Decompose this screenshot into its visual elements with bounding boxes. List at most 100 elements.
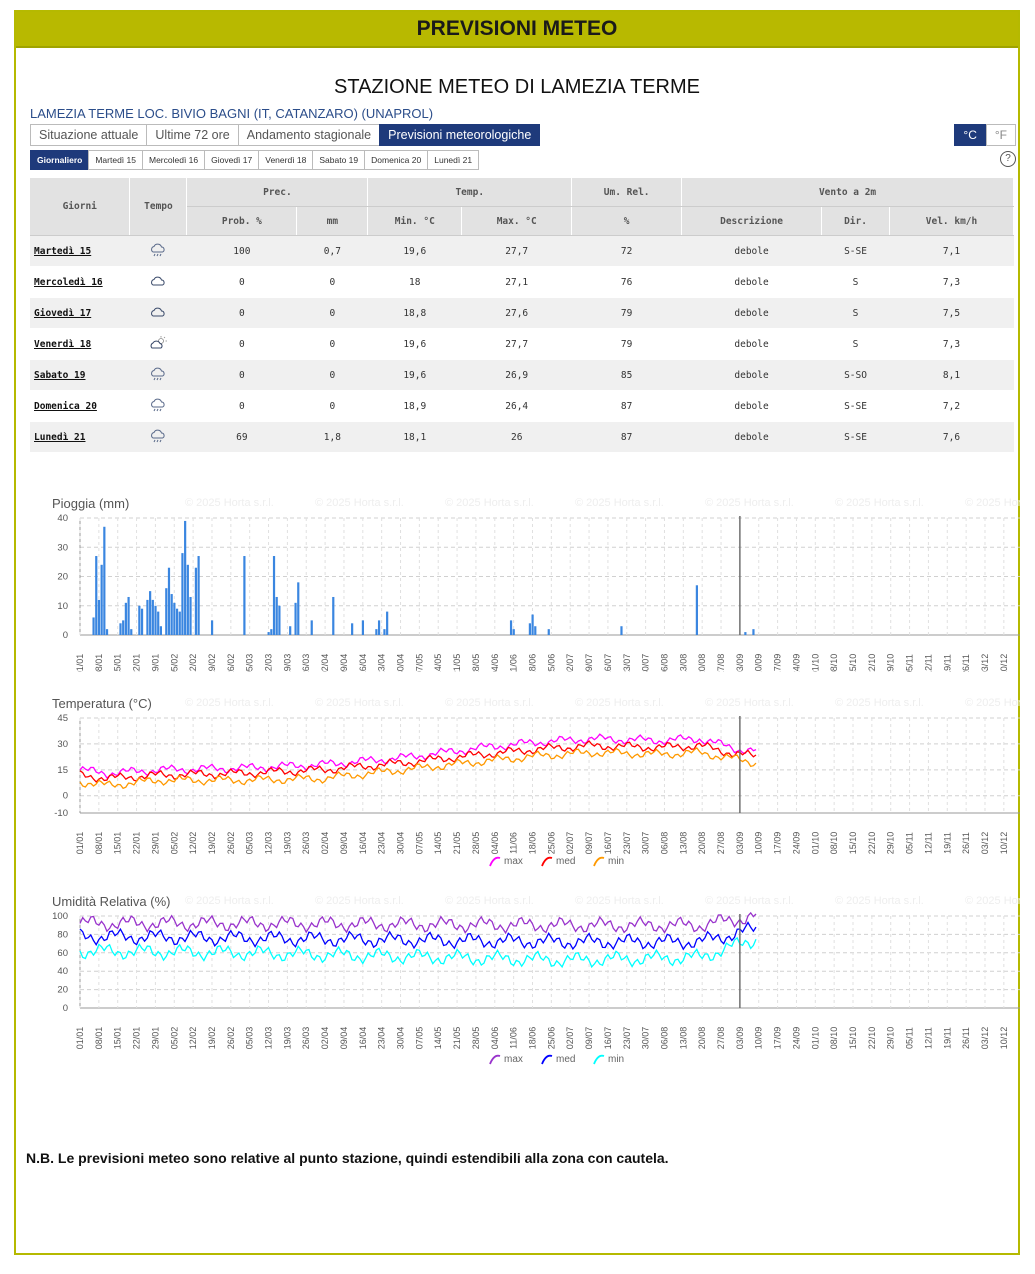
tab-situazione-attuale[interactable]: Situazione attuale — [30, 124, 148, 146]
x-tick-label: 19/03 — [282, 654, 292, 672]
cell-tmax: 27,6 — [461, 297, 572, 329]
cell-descrizione: debole — [681, 235, 822, 267]
x-tick-label: 30/07 — [641, 832, 651, 855]
cell-dir: S — [821, 266, 890, 298]
cell-tmin: 19,6 — [367, 328, 462, 360]
x-tick-label: 24/09 — [791, 654, 801, 672]
x-tick-label: 11/06 — [509, 832, 519, 854]
rain-bar — [181, 553, 184, 635]
series-line-min — [79, 936, 757, 969]
day-link[interactable]: Venerdì 18 — [30, 328, 130, 360]
series-line-med — [79, 740, 757, 783]
humidity-chart: © 2025 Horta s.r.l. © 2025 Horta s.r.l. © … — [30, 878, 1020, 1068]
day-link[interactable]: Mercoledì 16 — [30, 266, 130, 298]
day-link[interactable]: Lunedì 21 — [30, 421, 130, 453]
day-link[interactable]: Domenica 20 — [30, 390, 130, 422]
cell-tmax: 27,1 — [461, 266, 572, 298]
x-tick-label: 06/08 — [659, 654, 669, 672]
day-tab-giornaliero[interactable]: Giornaliero — [30, 150, 90, 170]
header-temp: Temp. — [367, 178, 573, 207]
unit-celsius-button[interactable]: °C — [954, 124, 986, 146]
x-tick-label: 11/06 — [509, 654, 519, 672]
cell-prob: 100 — [186, 235, 297, 267]
day-tab-domenica[interactable]: Domenica 20 — [364, 150, 429, 170]
x-tick-label: 03/12 — [980, 832, 990, 855]
help-icon[interactable]: ? — [1000, 151, 1016, 167]
cell-rh: 87 — [571, 421, 682, 453]
station-subtitle: LAMEZIA TERME LOC. BIVIO BAGNI (IT, CATA… — [30, 106, 434, 121]
rain-bar — [151, 599, 154, 635]
day-tabs: Giornaliero Martedì 15 Mercoledì 16 Giov… — [30, 150, 480, 170]
rain-bar — [278, 605, 281, 635]
watermark-text: © 2025 Horta s.r.l. — [315, 895, 404, 907]
x-tick-label: 14/05 — [433, 1027, 443, 1050]
cell-prob: 0 — [186, 359, 297, 391]
x-tick-label: 02/07 — [565, 654, 575, 672]
x-tick-label: 08/01 — [94, 1027, 104, 1050]
x-tick-label: 26/11 — [961, 832, 971, 854]
rain-bar — [528, 623, 531, 635]
x-tick-label: 23/07 — [622, 832, 632, 855]
tab-previsioni-meteorologiche[interactable]: Previsioni meteorologiche — [379, 124, 541, 146]
x-tick-label: 26/02 — [226, 654, 236, 672]
unit-fahrenheit-button[interactable]: °F — [985, 124, 1016, 146]
rain-bar — [194, 567, 198, 635]
day-tab-giovedi[interactable]: Giovedì 17 — [204, 150, 260, 170]
cell-prob: 69 — [186, 421, 297, 453]
header-prec: Prec. — [186, 178, 369, 207]
y-tick-label: 20 — [57, 572, 68, 583]
day-tab-venerdi[interactable]: Venerdì 18 — [258, 150, 314, 170]
x-tick-label: 16/04 — [358, 832, 368, 855]
x-tick-label: 08/01 — [94, 832, 104, 855]
y-tick-label: 15 — [57, 765, 68, 776]
rain-bar — [297, 582, 300, 635]
watermark-text: © 2025 Horta s.r.l. — [575, 895, 664, 907]
rain-bar — [351, 623, 354, 635]
x-tick-label: 23/04 — [377, 832, 387, 855]
cell-mm: 0 — [296, 266, 368, 298]
x-tick-label: 19/03 — [282, 832, 292, 855]
x-tick-label: 25/06 — [546, 1027, 556, 1050]
tab-ultime-72-ore[interactable]: Ultime 72 ore — [146, 124, 239, 146]
x-tick-label: 03/12 — [980, 1027, 990, 1050]
x-tick-label: 14/05 — [433, 832, 443, 855]
header-giorni: Giorni — [30, 178, 131, 236]
day-link[interactable]: Martedì 15 — [30, 235, 130, 267]
x-tick-label: 10/12 — [999, 1027, 1009, 1050]
rain-bar — [272, 556, 276, 635]
watermark-text: © 2025 Horta s.r.l. — [575, 497, 664, 509]
day-tab-martedi[interactable]: Martedì 15 — [88, 150, 143, 170]
day-tab-sabato[interactable]: Sabato 19 — [312, 150, 366, 170]
x-tick-label: 17/09 — [773, 1027, 783, 1050]
rain-bar — [534, 626, 537, 635]
x-tick-label: 12/03 — [264, 832, 274, 855]
day-tab-lunedi[interactable]: Lunedì 21 — [427, 150, 480, 170]
cell-dir: S — [821, 328, 890, 360]
rain-bar — [100, 564, 103, 635]
x-tick-label: 01/10 — [810, 832, 820, 855]
x-tick-label: 24/09 — [791, 832, 801, 855]
x-tick-label: 29/01 — [150, 832, 160, 855]
cell-descrizione: debole — [681, 328, 822, 360]
x-tick-label: 27/08 — [716, 654, 726, 672]
view-tabs: Situazione attuale Ultime 72 ore Andamen… — [30, 124, 541, 146]
y-tick-label: 30 — [57, 542, 68, 553]
x-tick-label: 26/03 — [301, 654, 311, 672]
rain-bar — [92, 617, 95, 635]
watermark-text: © 2025 Horta s.r.l. — [705, 497, 794, 509]
y-tick-label: 20 — [57, 985, 68, 996]
cell-tmax: 27,7 — [461, 235, 572, 267]
day-link[interactable]: Giovedì 17 — [30, 297, 130, 329]
tab-andamento-stagionale[interactable]: Andamento stagionale — [237, 124, 381, 146]
y-tick-label: 45 — [57, 713, 68, 724]
cell-descrizione: debole — [681, 297, 822, 329]
x-tick-label: 09/07 — [584, 654, 594, 672]
day-link[interactable]: Sabato 19 — [30, 359, 130, 391]
x-tick-label: 26/11 — [961, 1027, 971, 1049]
x-tick-label: 02/04 — [320, 654, 330, 672]
x-tick-label: 03/12 — [980, 654, 990, 672]
day-tab-mercoledi[interactable]: Mercoledì 16 — [141, 150, 206, 170]
x-tick-label: 14/05 — [433, 654, 443, 672]
page-banner: PREVISIONI METEO — [16, 12, 1018, 48]
x-tick-label: 10/09 — [754, 1027, 764, 1050]
